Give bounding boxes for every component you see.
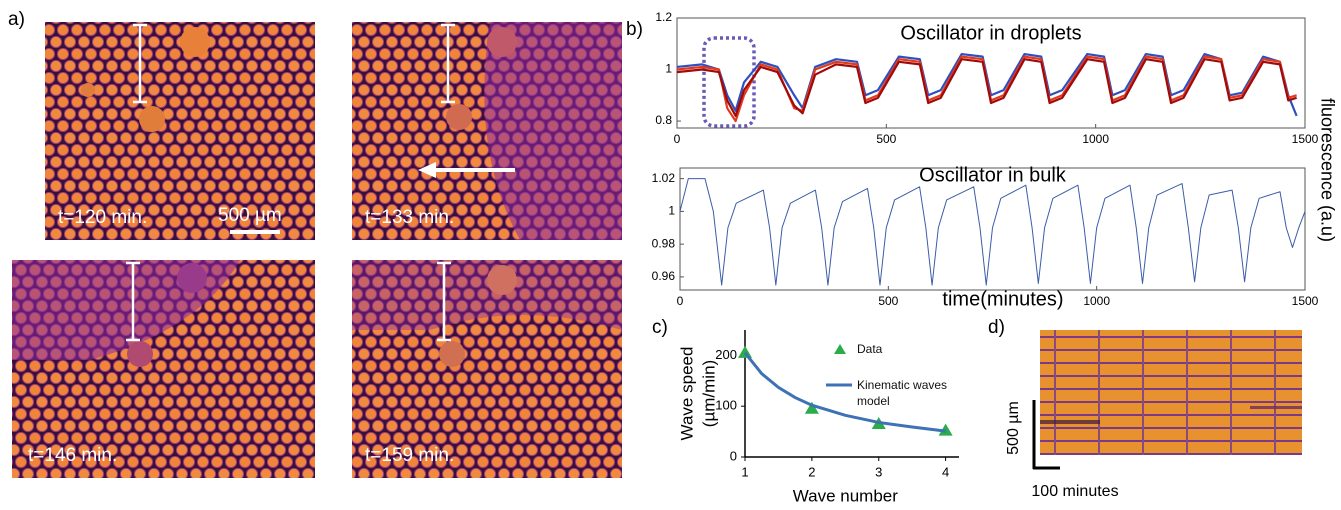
time-label: t=159 min. [365,445,454,466]
y-tick-label: 1.02 [652,171,676,185]
y-tick-label: 100 [715,398,737,413]
y-tick-label: 0 [730,448,737,463]
x-tick-label: 4 [942,464,949,479]
panel-label: b) [626,19,643,40]
x-tick-label: 2 [808,464,815,479]
data-point [738,345,752,358]
model-line [743,351,946,433]
scale-bar-label: 500 µm [218,205,282,226]
image-1 [45,22,315,240]
kymograph [1032,330,1302,470]
x-tick-label: 1 [741,464,748,479]
y-tick-label: 0.8 [655,113,672,127]
image-3 [12,260,315,478]
time-label: t=120 min. [58,207,147,228]
legend-swatch [834,344,846,354]
image-2 [352,22,622,240]
x-tick-label: 0 [674,132,681,146]
y-tick-label: 0.98 [652,236,676,250]
x-tick-label: 0 [677,294,684,308]
chart-title: Oscillator in bulk [919,164,1067,186]
y-tick-label: 1 [668,204,675,218]
x-tick-label: 3 [875,464,882,479]
kymograph-xlabel: 100 minutes [1031,483,1118,500]
y-tick-label: 1 [665,62,672,76]
data-line [679,178,1306,286]
data-line [676,55,1297,123]
x-tick-label: 1500 [1292,294,1319,308]
panel-label: a) [8,9,25,30]
y-tick-label: 1.2 [655,10,672,24]
panel-label: d) [988,317,1005,338]
chart-title: Oscillator in droplets [900,22,1081,44]
x-tick-label: 1000 [1083,294,1110,308]
y-tick-label: 0.96 [652,269,676,283]
legend-label: Data [857,342,883,356]
y-axis-label: fluorescence (a.u) [1317,98,1337,242]
data-point [804,401,819,414]
x-tick-label: 1000 [1082,132,1109,146]
time-label: t=133 min. [365,207,454,228]
legend-label: Kinematic waves model [857,378,948,408]
plot-frame [679,167,1306,291]
y-axis-label: Wave speed [677,347,696,441]
image-4 [352,260,622,478]
highlight-box [702,36,756,128]
x-tick-label: 500 [878,294,898,308]
kymograph-ylabel: 500 µm [1005,401,1022,455]
x-axis-label: Wave number [793,486,899,505]
time-label: t=146 min. [28,445,117,466]
plot-frame [676,17,1306,129]
x-tick-label: 1500 [1292,132,1319,146]
y-tick-label: 200 [715,347,737,362]
data-line [676,58,1297,117]
y-axis-label: (µm/min) [699,360,718,427]
x-axis-label: time(minutes) [942,288,1063,310]
x-tick-label: 500 [876,132,896,146]
panel-label: c) [652,317,668,338]
